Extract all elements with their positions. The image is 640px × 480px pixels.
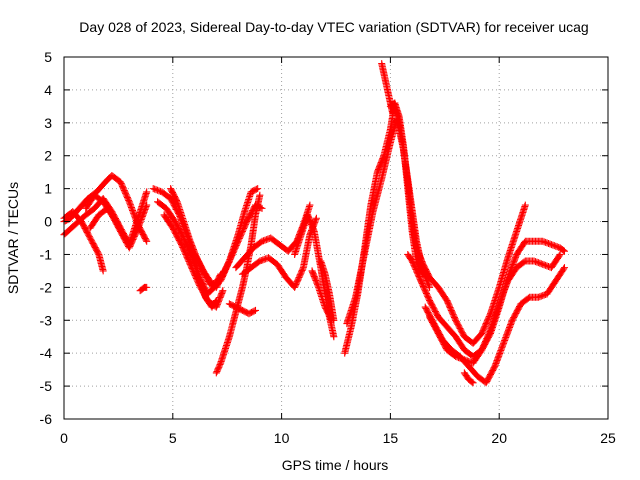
data-point <box>389 109 397 117</box>
series-track-13 <box>225 300 259 318</box>
y-tick-label: -1 <box>40 246 53 262</box>
data-point <box>555 252 563 260</box>
y-tick-label: 0 <box>44 214 52 230</box>
series-track-2 <box>60 208 107 275</box>
data-point <box>306 201 314 209</box>
data-point <box>468 378 476 386</box>
data-point <box>143 201 151 209</box>
x-tick-label: 25 <box>600 430 616 446</box>
series-track-27 <box>404 250 425 285</box>
y-tick-label: 3 <box>44 115 52 131</box>
series-track-6 <box>136 283 151 295</box>
y-tick-label: -5 <box>40 378 53 394</box>
series-track-1 <box>60 171 151 245</box>
data-point <box>121 234 129 242</box>
x-tick-label: 5 <box>169 430 177 446</box>
y-tick-label: -3 <box>40 312 53 328</box>
data-marks <box>60 60 568 387</box>
data-point <box>219 287 227 295</box>
chart-title: Day 028 of 2023, Sidereal Day-to-day VTE… <box>79 19 588 35</box>
data-point <box>330 333 338 341</box>
y-tick-label: 5 <box>44 49 52 65</box>
series-track-25 <box>426 250 564 367</box>
x-tick-label: 0 <box>60 430 68 446</box>
data-point <box>120 233 128 241</box>
data-point <box>256 191 264 199</box>
series-track-11 <box>191 201 266 288</box>
data-point <box>143 237 151 245</box>
data-point <box>560 247 568 255</box>
data-point <box>559 246 567 254</box>
data-point <box>99 267 107 275</box>
y-tick-label: 4 <box>44 82 52 98</box>
data-point <box>312 214 320 222</box>
x-axis-label: GPS time / hours <box>282 457 389 473</box>
data-point <box>251 306 259 314</box>
series-track-9 <box>160 211 227 311</box>
data-point <box>330 316 338 324</box>
data-point <box>254 185 262 193</box>
data-point <box>299 265 307 273</box>
y-axis-label: SDTVAR / TECUs <box>5 182 21 294</box>
data-point <box>417 277 425 285</box>
data-point <box>469 379 477 387</box>
y-tick-label: -6 <box>40 411 53 427</box>
data-point <box>252 185 260 193</box>
x-tick-label: 15 <box>383 430 399 446</box>
plot-frame <box>63 56 609 420</box>
x-tick-label: 10 <box>274 430 290 446</box>
x-tick-label: 20 <box>491 430 507 446</box>
series-track-17 <box>308 267 336 324</box>
data-point <box>560 264 568 272</box>
series-track-26 <box>460 369 477 387</box>
series-track-5 <box>86 204 129 242</box>
data-point <box>521 201 529 209</box>
y-tick-label: -2 <box>40 279 53 295</box>
data-point <box>560 265 568 273</box>
y-tick-label: 1 <box>44 181 52 197</box>
data-point <box>143 283 151 291</box>
data-point <box>142 236 150 244</box>
series-track-18 <box>317 257 338 324</box>
data-point <box>556 250 564 258</box>
data-point <box>143 188 151 196</box>
y-tick-label: 2 <box>44 148 52 164</box>
data-point <box>250 307 258 315</box>
series-track-14 <box>232 201 314 272</box>
axis-ticks: 0 5 10 15 20 25 -6 -5 -4 -3 -2 -1 0 1 2 3 4 5 <box>40 49 616 446</box>
series-track-22 <box>386 99 529 347</box>
y-tick-label: -4 <box>40 345 53 361</box>
data-point <box>416 275 424 283</box>
